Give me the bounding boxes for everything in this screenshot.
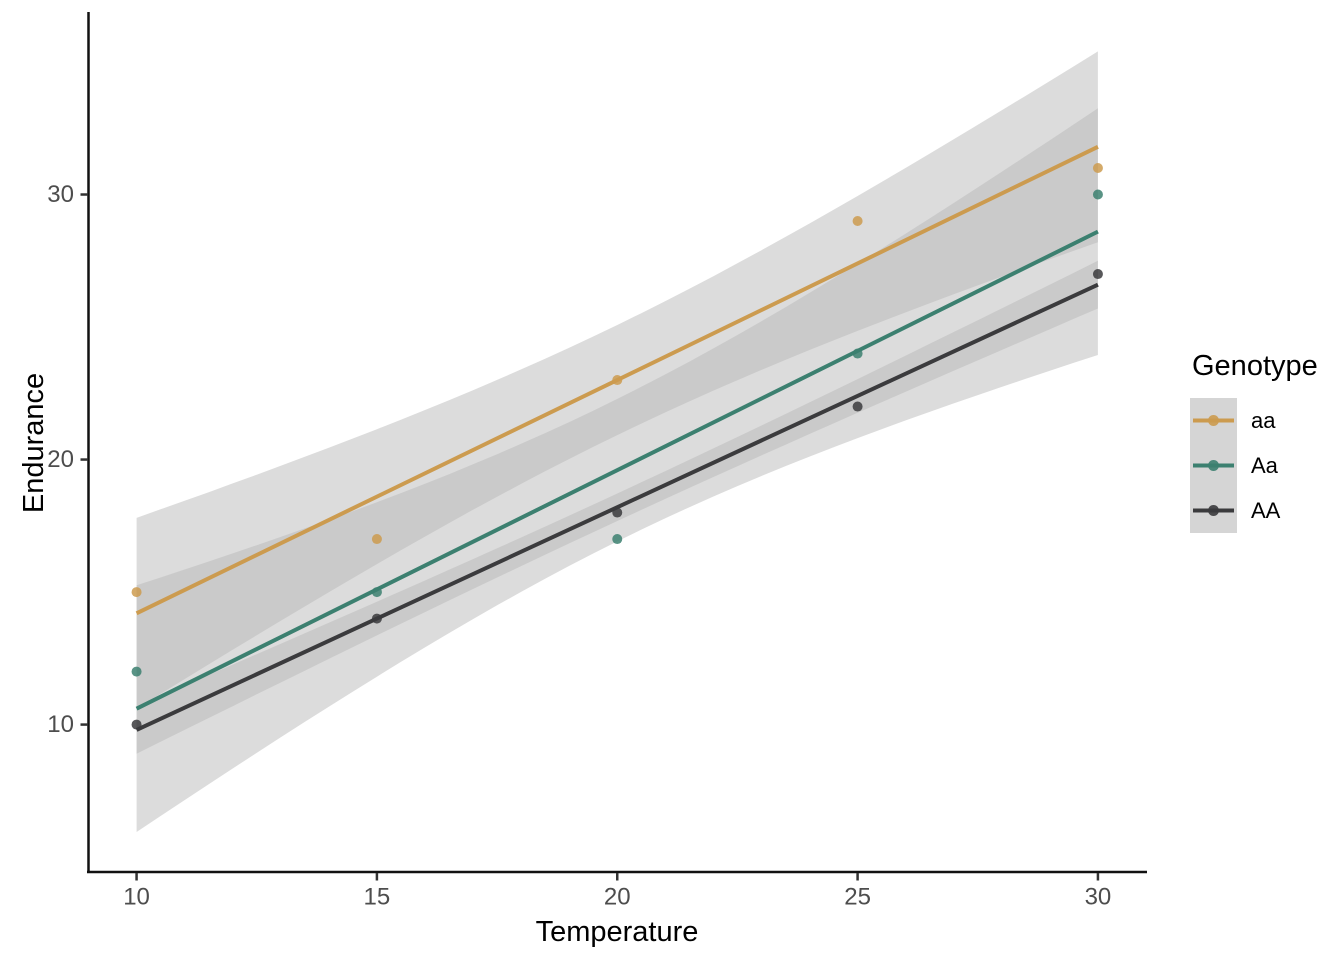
data-point-aa-25 xyxy=(852,216,863,227)
legend-point-aa xyxy=(1208,415,1219,426)
legend: Genotype aa Aa AA xyxy=(1190,350,1318,533)
data-point-Aa-20 xyxy=(612,534,623,545)
y-axis-title: Endurance xyxy=(18,373,50,513)
legend-key-AA xyxy=(1190,488,1237,533)
legend-label-AA: AA xyxy=(1251,497,1281,523)
data-point-AA-30 xyxy=(1092,269,1103,280)
legend-key-glyph-aa xyxy=(1193,415,1234,426)
x-tick-label-10: 10 xyxy=(123,884,150,911)
data-point-AA-25 xyxy=(852,401,863,412)
legend-point-AA xyxy=(1208,505,1219,516)
legend-point-Aa xyxy=(1208,460,1219,471)
y-tick-label-20: 20 xyxy=(47,446,74,473)
legend-key-Aa xyxy=(1190,443,1237,488)
legend-key-glyph-AA xyxy=(1193,505,1234,516)
regression-line-AA xyxy=(135,282,1099,732)
legend-item-Aa: Aa xyxy=(1190,443,1318,488)
legend-title: Genotype xyxy=(1192,350,1318,382)
legend-label-Aa: Aa xyxy=(1251,452,1278,478)
data-point-AA-15 xyxy=(371,613,382,624)
data-point-Aa-10 xyxy=(131,666,142,677)
data-point-aa-15 xyxy=(371,534,382,545)
x-tick-label-25: 25 xyxy=(844,884,871,911)
x-tick-label-30: 30 xyxy=(1085,884,1112,911)
legend-item-aa: aa xyxy=(1190,398,1318,443)
data-point-AA-20 xyxy=(612,507,623,518)
legend-key-glyph-Aa xyxy=(1193,460,1234,471)
legend-label-aa: aa xyxy=(1251,407,1276,433)
x-axis-title: Temperature xyxy=(536,916,699,948)
data-point-AA-10 xyxy=(131,719,142,730)
x-tick-label-20: 20 xyxy=(604,884,631,911)
legend-items: aa Aa AA xyxy=(1190,398,1318,533)
y-tick-label-30: 30 xyxy=(47,181,74,208)
legend-item-AA: AA xyxy=(1190,488,1318,533)
data-point-Aa-25 xyxy=(852,348,863,359)
data-point-aa-20 xyxy=(612,375,623,386)
legend-key-aa xyxy=(1190,398,1237,443)
regression-line-Aa xyxy=(135,229,1099,711)
x-tick-label-15: 15 xyxy=(364,884,391,911)
data-point-aa-30 xyxy=(1092,163,1103,174)
data-point-Aa-15 xyxy=(371,587,382,598)
data-point-Aa-30 xyxy=(1092,189,1103,200)
y-tick-label-10: 10 xyxy=(47,711,74,738)
data-point-aa-10 xyxy=(131,587,142,598)
